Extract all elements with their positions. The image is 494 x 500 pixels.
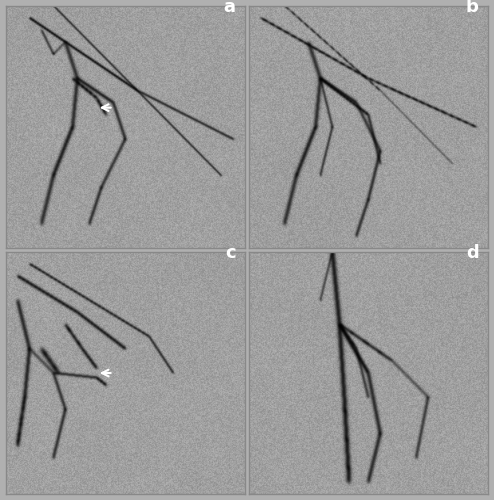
Text: b: b <box>466 0 479 16</box>
Text: d: d <box>466 244 479 262</box>
Text: c: c <box>225 244 236 262</box>
Text: a: a <box>223 0 236 16</box>
